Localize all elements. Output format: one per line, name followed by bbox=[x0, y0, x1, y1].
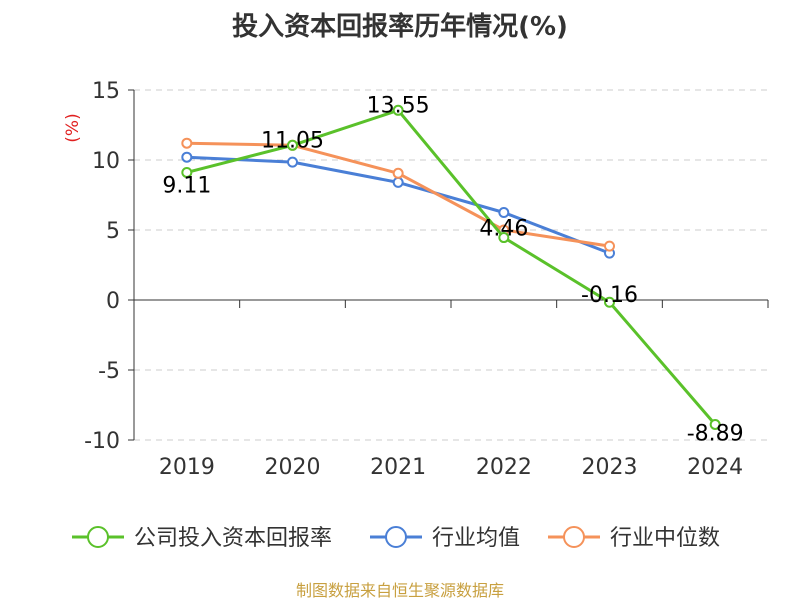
x-tick-label: 2021 bbox=[370, 455, 426, 480]
y-tick-label: -5 bbox=[98, 359, 120, 384]
data-label: 4.46 bbox=[479, 217, 528, 242]
data-labels: 9.11 11.05 13.55 4.46 -0.16 -8.89 bbox=[162, 93, 743, 446]
x-tick-label: 2019 bbox=[159, 455, 215, 480]
data-point bbox=[181, 137, 193, 149]
y-tick-label: 10 bbox=[92, 149, 120, 174]
x-tick-label: 2024 bbox=[687, 455, 743, 480]
y-tick-label: 0 bbox=[106, 289, 120, 314]
data-point bbox=[181, 166, 193, 178]
data-point bbox=[498, 232, 510, 244]
x-tick-label: 2022 bbox=[476, 455, 532, 480]
legend-label: 行业中位数 bbox=[610, 526, 720, 551]
x-tick-labels: 2019 2020 2021 2022 2023 2024 bbox=[159, 455, 743, 480]
data-point bbox=[392, 167, 404, 179]
data-label: -8.89 bbox=[687, 421, 744, 446]
legend-label: 公司投入资本回报率 bbox=[134, 526, 332, 551]
chart-title: 投入资本回报率历年情况(%) bbox=[232, 11, 568, 42]
legend-marker bbox=[385, 526, 407, 548]
data-point bbox=[181, 151, 193, 163]
legend-marker bbox=[87, 526, 109, 548]
legend-label: 行业均值 bbox=[432, 526, 520, 551]
data-label: 11.05 bbox=[261, 128, 324, 153]
data-point bbox=[709, 418, 721, 430]
data-label: 13.55 bbox=[367, 93, 430, 118]
y-tick-label: -10 bbox=[84, 429, 120, 454]
x-tick-label: 2023 bbox=[582, 455, 638, 480]
y-tick-label: 15 bbox=[92, 79, 120, 104]
legend: 公司投入资本回报率 行业均值 行业中位数 bbox=[72, 526, 720, 551]
source-note: 制图数据来自恒生聚源数据库 bbox=[296, 581, 504, 600]
data-label: -0.16 bbox=[581, 283, 638, 308]
data-point bbox=[604, 296, 615, 308]
gridlines bbox=[128, 89, 768, 441]
data-point bbox=[392, 176, 404, 188]
data-point bbox=[287, 156, 298, 168]
data-point bbox=[287, 139, 298, 151]
series-line bbox=[186, 141, 610, 248]
data-point bbox=[392, 104, 404, 116]
legend-marker bbox=[563, 526, 585, 548]
y-axis-label: (%) bbox=[63, 113, 83, 142]
axes bbox=[133, 90, 769, 440]
x-tick-label: 2020 bbox=[265, 455, 321, 480]
series-lines bbox=[181, 104, 721, 430]
series-line bbox=[186, 108, 717, 426]
data-label: 9.11 bbox=[162, 173, 211, 198]
data-point bbox=[498, 207, 510, 218]
data-point bbox=[604, 240, 615, 252]
y-tick-labels: 15 10 5 0 -5 -10 bbox=[84, 79, 120, 454]
y-tick-label: 5 bbox=[106, 219, 120, 244]
